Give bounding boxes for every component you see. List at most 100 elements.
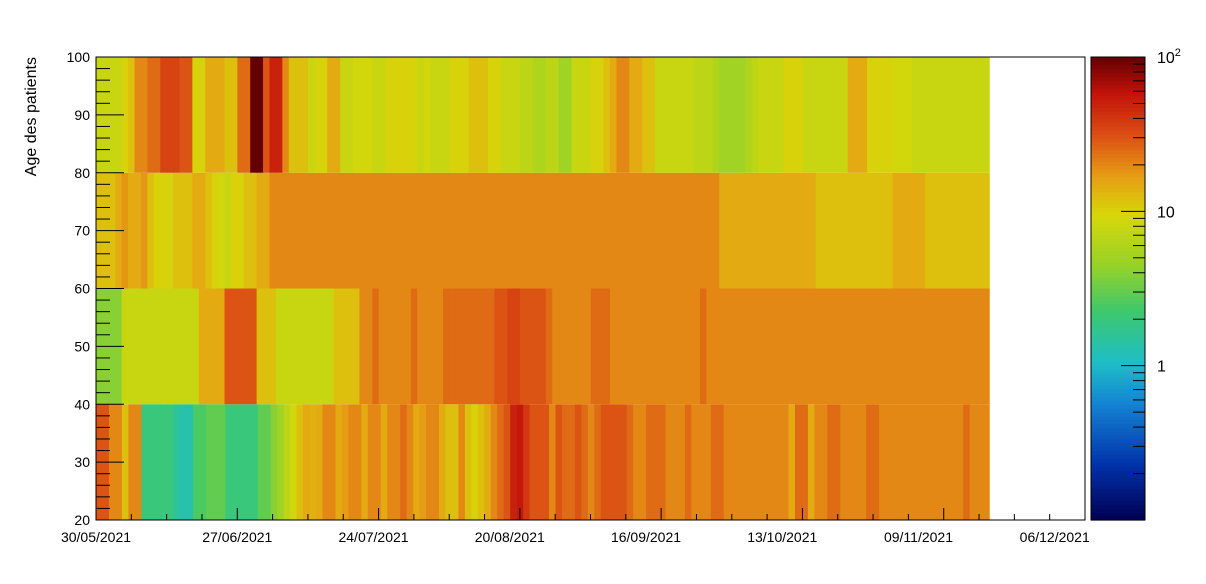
heatmap-cell bbox=[193, 404, 201, 520]
color-scale-segment bbox=[1091, 95, 1145, 101]
heatmap-cell bbox=[828, 172, 836, 289]
heatmap-cell bbox=[661, 57, 669, 173]
heatmap-cell bbox=[417, 288, 425, 405]
heatmap-cell bbox=[815, 172, 823, 289]
heatmap-cell bbox=[565, 288, 573, 405]
heatmap-cell bbox=[969, 172, 977, 289]
heatmap-cell bbox=[263, 172, 271, 289]
heatmap-cell bbox=[577, 57, 585, 173]
heatmap-cell bbox=[520, 172, 528, 289]
heatmap-cell bbox=[555, 404, 563, 520]
heatmap-cell bbox=[822, 57, 830, 173]
heatmap-cell bbox=[539, 172, 547, 289]
heatmap-cell bbox=[684, 404, 693, 520]
heatmap-cell bbox=[697, 404, 705, 520]
heatmap-cell bbox=[205, 288, 213, 405]
color-scale-segment bbox=[1091, 330, 1145, 336]
heatmap-cell bbox=[976, 404, 984, 520]
heatmap-cell bbox=[385, 288, 393, 405]
heatmap-cell bbox=[374, 404, 382, 520]
heatmap-cell bbox=[192, 172, 200, 289]
heatmap-cell bbox=[513, 57, 521, 173]
z-tick-label: 102 bbox=[1157, 47, 1181, 67]
heatmap-cell bbox=[269, 57, 277, 173]
color-scale-segment bbox=[1091, 68, 1145, 74]
heatmap-cell bbox=[723, 404, 731, 520]
color-scale-segment bbox=[1091, 203, 1145, 209]
heatmap-cell bbox=[847, 57, 855, 173]
heatmap-cell bbox=[568, 404, 576, 520]
color-scale-segment bbox=[1091, 269, 1145, 274]
heatmap-cell bbox=[393, 404, 401, 520]
heatmap-cell bbox=[397, 172, 406, 289]
heatmap-cell bbox=[251, 404, 259, 520]
heatmap-cell bbox=[185, 172, 193, 289]
heatmap-cell bbox=[410, 172, 418, 289]
heatmap-cell bbox=[487, 172, 495, 289]
color-scale-segment bbox=[1091, 384, 1145, 390]
color-scale-segment bbox=[1091, 276, 1145, 282]
heatmap-cell bbox=[931, 57, 939, 173]
heatmap-cell bbox=[738, 172, 746, 289]
color-scale-segment bbox=[1091, 485, 1145, 490]
heatmap-cell bbox=[211, 288, 219, 405]
heatmap-cell bbox=[738, 57, 746, 173]
heatmap-cell bbox=[283, 404, 291, 520]
heatmap-cell bbox=[296, 404, 304, 520]
color-scale-segment bbox=[1091, 257, 1145, 263]
heatmap-cell bbox=[147, 288, 155, 405]
heatmap-cell bbox=[788, 404, 796, 520]
heatmap-cell bbox=[678, 404, 686, 520]
heatmap-cell bbox=[430, 57, 438, 173]
heatmap-cell bbox=[269, 288, 277, 405]
heatmap-cell bbox=[807, 404, 815, 520]
heatmap-cell bbox=[121, 57, 129, 173]
heatmap-cell bbox=[867, 172, 875, 289]
heatmap-cell bbox=[523, 404, 531, 520]
color-scale-segment bbox=[1091, 111, 1145, 116]
heatmap-cell bbox=[652, 404, 660, 520]
heatmap-cell bbox=[404, 57, 412, 173]
heatmap-cell bbox=[288, 172, 296, 289]
heatmap-cell bbox=[820, 404, 828, 520]
heatmap-cell bbox=[507, 172, 515, 289]
heatmap-cell bbox=[680, 172, 688, 289]
heatmap-cell bbox=[796, 172, 804, 289]
heatmap-cell bbox=[667, 57, 675, 173]
heatmap-cell bbox=[410, 57, 418, 173]
heatmap-cell bbox=[301, 172, 309, 289]
heatmap-cell bbox=[642, 172, 650, 289]
x-axis: 30/05/2021 27/06/2021 24/07/2021 20/08/2021… bbox=[61, 508, 1090, 545]
heatmap-cell bbox=[655, 57, 663, 173]
heatmap-cell bbox=[186, 404, 194, 520]
heatmap-cell bbox=[545, 57, 553, 173]
heatmap-cell bbox=[950, 404, 958, 520]
heatmap-cell bbox=[328, 404, 337, 520]
heatmap-cell bbox=[532, 288, 540, 405]
color-scale-segment bbox=[1091, 253, 1145, 259]
heatmap-cell bbox=[320, 288, 328, 405]
heatmap-cell bbox=[218, 57, 226, 173]
heatmap-cell bbox=[487, 288, 495, 405]
heatmap-cell bbox=[860, 57, 868, 173]
heatmap-cell bbox=[238, 404, 246, 520]
heatmap-cell bbox=[963, 172, 971, 289]
color-scale-segment bbox=[1091, 500, 1145, 506]
heatmap-cell bbox=[770, 57, 778, 173]
heatmap-cell bbox=[905, 172, 913, 289]
heatmap-cell bbox=[378, 172, 386, 289]
color-scale-segment bbox=[1091, 99, 1145, 104]
color-scale-segment bbox=[1091, 408, 1145, 413]
heatmap-cell bbox=[346, 172, 354, 289]
heatmap-cell bbox=[367, 404, 375, 520]
heatmap-cell bbox=[224, 57, 232, 173]
heatmap-cell bbox=[481, 172, 489, 289]
heatmap-cell bbox=[577, 172, 585, 289]
heatmap-cell bbox=[867, 288, 875, 405]
heatmap-cell bbox=[635, 288, 643, 405]
heatmap-cell bbox=[577, 288, 585, 405]
color-scale-segment bbox=[1091, 350, 1145, 355]
heatmap-cell bbox=[847, 172, 855, 289]
heatmap-cell bbox=[699, 288, 708, 405]
heatmap-cell bbox=[263, 288, 271, 405]
